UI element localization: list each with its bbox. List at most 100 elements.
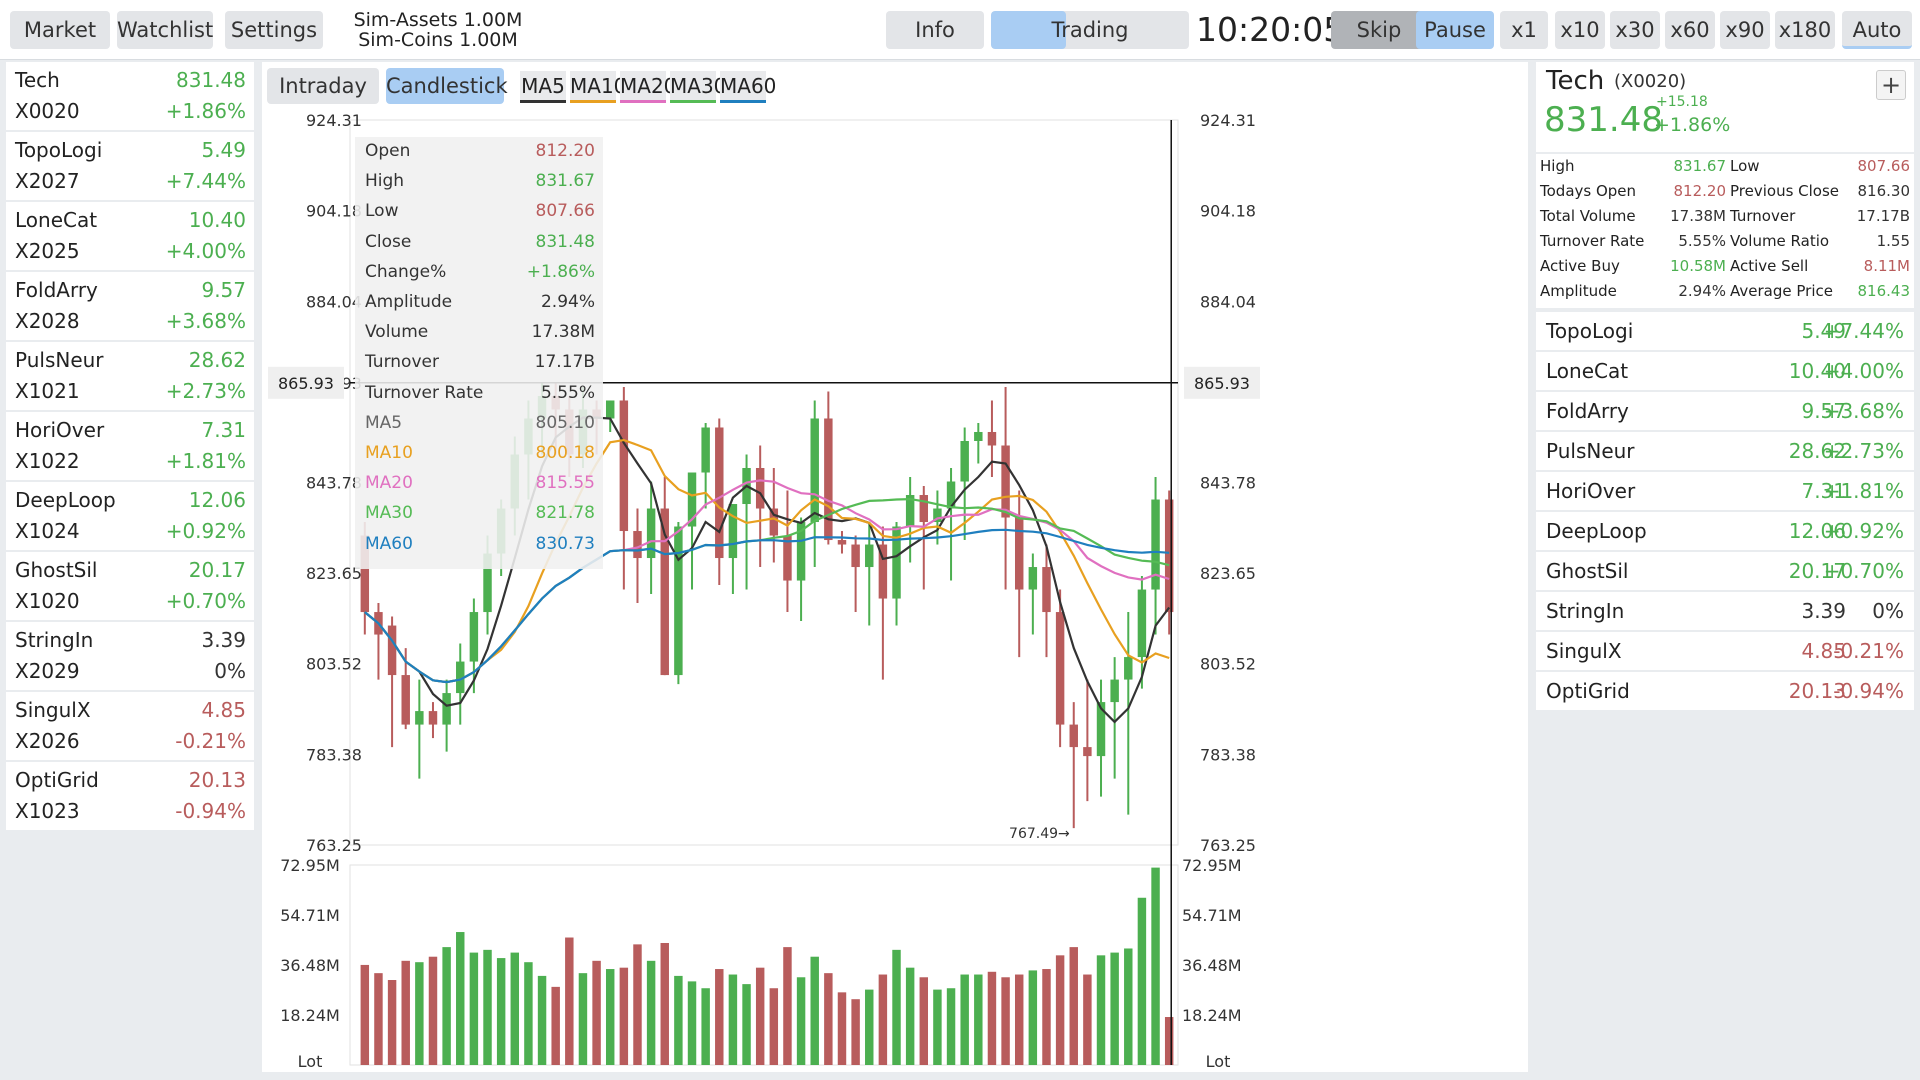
market-nav-button[interactable]: Market bbox=[10, 11, 110, 49]
info-row: MA10 800.18 bbox=[365, 439, 595, 469]
tab-candlestick[interactable]: Candlestick bbox=[386, 68, 508, 104]
stat-key: Todays Open bbox=[1540, 182, 1637, 200]
stock-code: X1021 bbox=[15, 379, 80, 403]
related-stock-item[interactable]: TopoLogi 5.49 +7.44% bbox=[1536, 312, 1914, 350]
related-stock-item[interactable]: DeepLoop 12.06 +0.92% bbox=[1536, 512, 1914, 550]
tab-intraday[interactable]: Intraday bbox=[267, 68, 379, 104]
speed-x30-button[interactable]: x30 bbox=[1610, 11, 1660, 49]
volume-bar bbox=[892, 949, 901, 1065]
related-stock-item[interactable]: HoriOver 7.31 +1.81% bbox=[1536, 472, 1914, 510]
info-row: MA20 815.55 bbox=[365, 469, 595, 499]
info-row: MA30 821.78 bbox=[365, 499, 595, 529]
info-key: MA30 bbox=[365, 503, 413, 524]
stock-list-item[interactable]: LoneCat X2025 10.40 +4.00% bbox=[6, 202, 254, 270]
speed-x60-button[interactable]: x60 bbox=[1665, 11, 1715, 49]
volume-bar bbox=[537, 975, 547, 1065]
speed-x180-button[interactable]: x180 bbox=[1775, 11, 1835, 49]
stock-price: 20.17 bbox=[1788, 559, 1846, 583]
speed-x1-button[interactable]: x1 bbox=[1500, 11, 1548, 49]
add-watchlist-button[interactable]: + bbox=[1876, 70, 1906, 100]
volume-bar bbox=[578, 973, 588, 1065]
volume-bar bbox=[483, 949, 492, 1065]
stock-price: 3.39 bbox=[201, 628, 246, 652]
info-row: MA5 805.10 bbox=[365, 409, 595, 439]
stock-list-item[interactable]: GhostSil X1020 20.17 +0.70% bbox=[6, 552, 254, 620]
stock-price: 10.40 bbox=[188, 208, 246, 232]
stock-code: X1022 bbox=[15, 449, 80, 473]
volume-bar bbox=[1014, 974, 1024, 1065]
ma-toggle-ma5[interactable]: MA5 bbox=[520, 71, 566, 103]
volume-bar bbox=[905, 967, 915, 1065]
candle-body bbox=[456, 661, 465, 694]
ma-toggle-ma10[interactable]: MA10 bbox=[570, 71, 626, 103]
related-stock-item[interactable]: PulsNeur 28.62 +2.73% bbox=[1536, 432, 1914, 470]
stock-list-item[interactable]: PulsNeur X1021 28.62 +2.73% bbox=[6, 342, 254, 410]
volume-tick-label: 54.71M bbox=[280, 906, 340, 925]
stock-list-item[interactable]: StringIn X2029 3.39 0% bbox=[6, 622, 254, 690]
candle-body bbox=[1110, 679, 1119, 703]
stock-change: +0.70% bbox=[1823, 559, 1904, 583]
crosshair-price-label: 865.93 bbox=[278, 374, 334, 393]
stock-list-item[interactable]: TopoLogi X2027 5.49 +7.44% bbox=[6, 132, 254, 200]
price-tick-label: 783.38 bbox=[1200, 745, 1256, 764]
speed-x90-button[interactable]: x90 bbox=[1720, 11, 1770, 49]
stock-price: 5.49 bbox=[1801, 319, 1846, 343]
watchlist-nav-button[interactable]: Watchlist bbox=[117, 11, 213, 49]
info-value: 805.10 bbox=[535, 412, 595, 433]
volume-bar bbox=[878, 974, 888, 1065]
volume-bar bbox=[1001, 977, 1010, 1065]
stock-list-item[interactable]: Tech X0020 831.48 +1.86% bbox=[6, 62, 254, 130]
price-tick-label: 884.04 bbox=[1200, 292, 1256, 311]
candle-body bbox=[1083, 747, 1092, 757]
stock-list-item[interactable]: FoldArry X2028 9.57 +3.68% bbox=[6, 272, 254, 340]
stock-list-item[interactable]: DeepLoop X1024 12.06 +0.92% bbox=[6, 482, 254, 550]
volume-bar bbox=[715, 969, 724, 1065]
candle-body bbox=[633, 531, 642, 559]
related-stock-item[interactable]: StringIn 3.39 0% bbox=[1536, 592, 1914, 630]
stock-name: FoldArry bbox=[1546, 399, 1629, 423]
candle-body bbox=[387, 625, 397, 676]
candlestick-chart[interactable]: 924.31 924.31 904.18 904.18 884.04 884.04 865.… bbox=[262, 62, 1528, 1072]
stock-name: TopoLogi bbox=[1546, 319, 1634, 343]
skip-button[interactable]: Skip bbox=[1331, 11, 1427, 49]
price-tick-label: 783.38 bbox=[306, 745, 362, 764]
speed-x10-button[interactable]: x10 bbox=[1555, 11, 1605, 49]
stock-name: PulsNeur bbox=[1546, 439, 1635, 463]
quote-code: (X0020) bbox=[1614, 71, 1687, 92]
stock-name: Tech bbox=[15, 68, 60, 92]
stock-name: GhostSil bbox=[15, 558, 98, 582]
related-stock-item[interactable]: FoldArry 9.57 +3.68% bbox=[1536, 392, 1914, 430]
volume-bar bbox=[1028, 970, 1038, 1065]
candle-body bbox=[646, 508, 656, 559]
info-key: Turnover bbox=[365, 352, 439, 373]
trading-button[interactable]: Trading bbox=[991, 11, 1189, 49]
stock-name: TopoLogi bbox=[15, 138, 103, 162]
stock-code: X1023 bbox=[15, 799, 80, 823]
related-stock-item[interactable]: GhostSil 20.17 +0.70% bbox=[1536, 552, 1914, 590]
account-summary: Sim-Assets 1.00M Sim-Coins 1.00M bbox=[338, 10, 538, 50]
stat-key: Previous Close bbox=[1730, 182, 1840, 200]
pause-button[interactable]: Pause bbox=[1416, 11, 1494, 49]
candle-body bbox=[360, 535, 370, 613]
info-value: +1.86% bbox=[526, 261, 595, 282]
info-button[interactable]: Info bbox=[886, 11, 984, 49]
related-stock-item[interactable]: SingulX 4.85 -0.21% bbox=[1536, 632, 1914, 670]
volume-bar bbox=[687, 981, 697, 1065]
stock-list-item[interactable]: HoriOver X1022 7.31 +1.81% bbox=[6, 412, 254, 480]
stock-change: +1.81% bbox=[1823, 479, 1904, 503]
candle-body bbox=[415, 711, 424, 725]
related-stock-item[interactable]: OptiGrid 20.13 -0.94% bbox=[1536, 672, 1914, 710]
candle-body bbox=[755, 468, 765, 509]
stock-list-item[interactable]: SingulX X2026 4.85 -0.21% bbox=[6, 692, 254, 760]
info-key: High bbox=[365, 171, 405, 192]
volume-bar bbox=[1164, 1017, 1174, 1065]
info-value: 800.18 bbox=[535, 443, 595, 463]
volume-bar bbox=[1096, 955, 1106, 1065]
related-stock-item[interactable]: LoneCat 10.40 +4.00% bbox=[1536, 352, 1914, 390]
auto-button[interactable]: Auto bbox=[1842, 11, 1912, 49]
settings-nav-button[interactable]: Settings bbox=[225, 11, 323, 49]
info-value: 830.73 bbox=[535, 533, 595, 554]
stock-list-item[interactable]: OptiGrid X1023 20.13 -0.94% bbox=[6, 762, 254, 830]
stock-change: 0% bbox=[1872, 599, 1904, 623]
candle-body bbox=[715, 427, 724, 559]
